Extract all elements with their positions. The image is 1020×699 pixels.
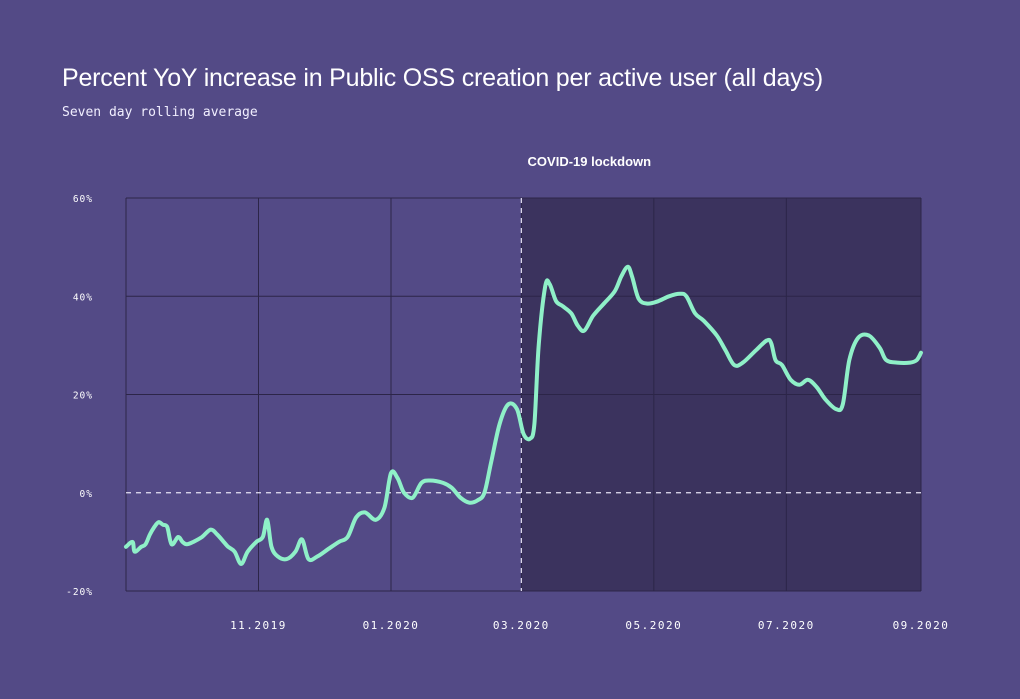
grid-layer [125, 197, 922, 592]
x-tick-label: 01.2020 [363, 619, 420, 632]
x-tick-label: 03.2020 [493, 619, 550, 632]
label-layer: 60% 40% 20% 0% -20% 11.2019 01.2020 03.2020 05.2… [66, 154, 950, 632]
x-tick-label: 05.2020 [625, 619, 682, 632]
y-tick-label: 40% [73, 292, 93, 303]
x-tick-label: 09.2020 [893, 619, 950, 632]
lockdown-annotation-label: COVID-19 lockdown [528, 154, 652, 169]
y-tick-label: -20% [66, 587, 93, 598]
x-tick-label: 11.2019 [230, 619, 287, 632]
series-layer [124, 264, 923, 566]
x-tick-label: 07.2020 [758, 619, 815, 632]
series-line [124, 264, 923, 566]
axis-layer [126, 198, 921, 591]
y-tick-label: 20% [73, 391, 93, 402]
y-tick-label: 60% [73, 194, 93, 205]
chart-title: Percent YoY increase in Public OSS creat… [62, 64, 823, 92]
y-tick-label: 0% [80, 489, 93, 500]
chart-subtitle: Seven day rolling average [62, 105, 258, 120]
